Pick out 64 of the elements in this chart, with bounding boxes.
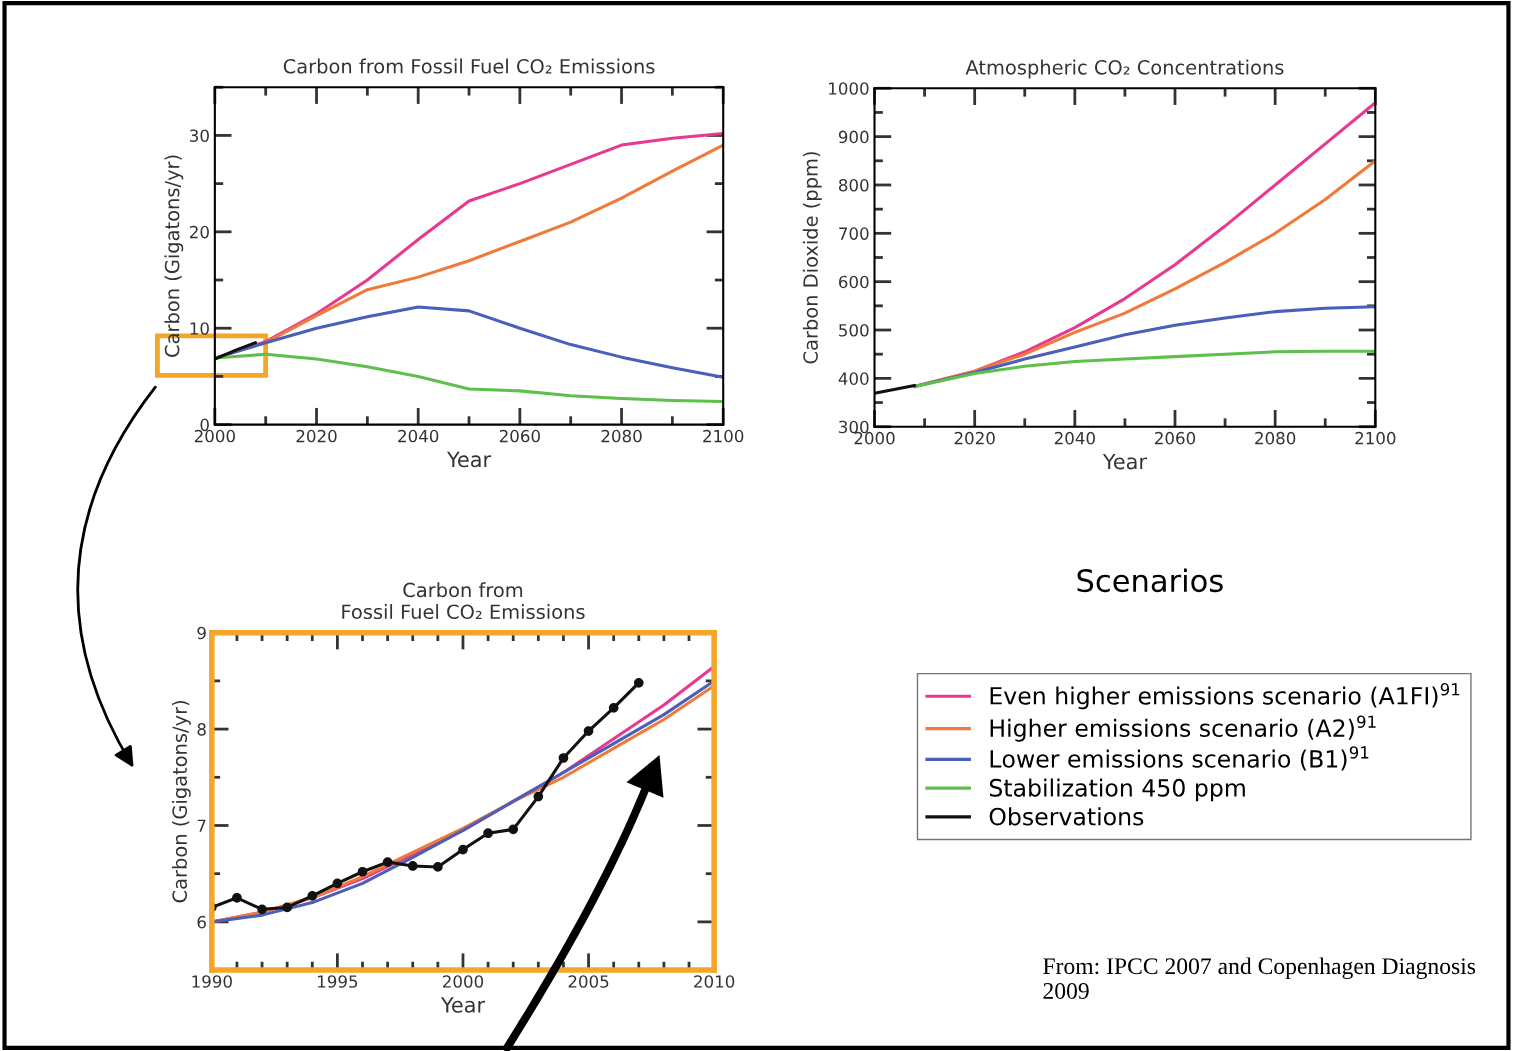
y-tick-label: 400 [838, 372, 869, 385]
y-tick-label: 500 [839, 323, 869, 337]
x-tick-label: 2020 [954, 431, 995, 445]
point [433, 862, 443, 872]
chart-title: Carbon from Fossil Fuel CO₂ Emissions [283, 58, 655, 74]
line-series [913, 349, 1376, 389]
y-tick-label: 7 [197, 819, 206, 832]
y-axis-title: Carbon (Gigatons/yr) [164, 155, 184, 357]
x-tick-label: 2010 [694, 975, 735, 988]
point [483, 828, 493, 839]
y-tick-label: 900 [838, 130, 869, 144]
y-tick-label: 700 [839, 227, 869, 240]
x-axis-title: Year [440, 997, 486, 1013]
y-tick-label: 20 [190, 225, 209, 239]
point [382, 857, 393, 867]
point [633, 677, 644, 688]
point [508, 824, 519, 835]
y-tick-label: 8 [197, 723, 206, 736]
x-tick-label: 2040 [1054, 431, 1095, 445]
point [608, 703, 619, 713]
x-tick-label: 2080 [1255, 431, 1296, 445]
x-tick-label: 2060 [1155, 431, 1196, 445]
x-tick-label: 2060 [499, 429, 540, 443]
legend-label: Stabilization 450 ppm [989, 778, 1245, 802]
point [407, 861, 418, 871]
line-series [214, 352, 724, 403]
legend-label: Observations [989, 807, 1144, 826]
point [232, 892, 242, 903]
y-tick-label: 30 [190, 129, 209, 142]
x-tick-label: 1995 [318, 975, 358, 988]
y-axis-title: Carbon (Gigatons/yr) [171, 700, 191, 903]
chart-title: Atmospheric CO₂ Concentrations [965, 59, 1284, 79]
y-axis-title: Carbon Dioxide (ppm) [802, 152, 822, 364]
y-tick-label: 6 [197, 915, 206, 929]
point [257, 904, 267, 915]
legend-label: Lower emissions scenario (B1)$^{91}$ [990, 746, 1369, 771]
legend-label: Higher emissions scenario (A2)$^{91}$ [990, 715, 1376, 742]
x-tick-label: 1990 [192, 975, 232, 988]
point [332, 878, 343, 889]
x-tick-label: 2020 [296, 429, 337, 443]
point [558, 753, 569, 763]
text: From: IPCC 2007 and Copenhagen Diagnosis 2009 [1043, 957, 1476, 999]
y-tick-label: 600 [839, 275, 869, 289]
x-tick-label: 2005 [568, 975, 609, 988]
point [533, 791, 544, 802]
x-tick-label: 2040 [398, 429, 439, 443]
point [282, 902, 293, 913]
point [357, 866, 368, 877]
x-tick-label: 2000 [442, 975, 484, 988]
x-axis-title: Year [446, 451, 492, 468]
x-tick-label: 2080 [601, 429, 642, 443]
x-axis-title: Year [1102, 453, 1147, 470]
point [307, 890, 318, 901]
point [458, 844, 468, 855]
point [583, 726, 594, 736]
y-tick-label: 1000 [829, 82, 869, 95]
x-tick-label: 2100 [703, 429, 744, 443]
chart-title: Carbon from Fossil Fuel CO₂ Emissions [342, 582, 585, 620]
y-tick-label: 800 [838, 178, 869, 192]
x-tick-label: 2100 [1355, 431, 1396, 445]
y-tick-label: 9 [197, 626, 206, 640]
legend-label: Even higher emissions scenario (A1FI)$^{91}$ [990, 683, 1460, 710]
y-tick-label: 10 [190, 322, 209, 335]
legend-title: Scenarios [1077, 568, 1223, 593]
